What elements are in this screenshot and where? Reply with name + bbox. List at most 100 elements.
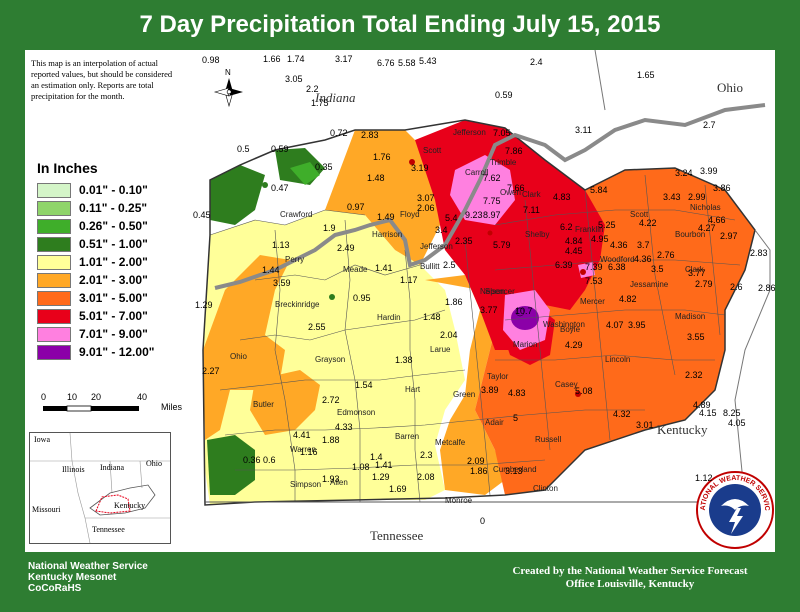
county-label: Bullitt	[420, 262, 440, 271]
footer-credit-cocorahs: CoCoRaHS	[28, 583, 82, 594]
footer-attribution-line-2: Office Louisville, Kentucky	[565, 578, 695, 590]
station-value: 1.93	[322, 474, 340, 484]
station-value: 2.5	[443, 260, 456, 270]
station-value: 5.58	[398, 58, 416, 68]
station-value: 3.5	[651, 264, 664, 274]
county-label: Warren	[290, 445, 316, 454]
station-value: 1.41	[375, 460, 393, 470]
station-value: 2.09	[467, 456, 485, 466]
county-label: Trimble	[490, 158, 517, 167]
station-value: 4.82	[619, 294, 637, 304]
station-value: 2.32	[685, 370, 703, 380]
station-value: 2.83	[750, 248, 768, 258]
station-value: 6.38	[608, 262, 626, 272]
legend-item: 0.51" - 1.00"	[37, 236, 217, 252]
station-value: 10.7	[515, 306, 533, 316]
inset-locator-map: Iowa Illinois Indiana Ohio Missouri Kent…	[29, 432, 171, 544]
station-value: 0.98	[202, 55, 220, 65]
north-arrow-icon	[213, 78, 243, 108]
station-value: 3.24	[675, 168, 693, 178]
county-label: Harrison	[372, 230, 403, 239]
station-value: 2.4	[530, 57, 543, 67]
nws-logo: NATIONAL WEATHER SERVICE	[695, 470, 775, 550]
station-value: 1.49	[377, 212, 395, 222]
legend: In Inches 0.01" - 0.10" 0.11" - 0.25" 0.26…	[37, 160, 217, 362]
county-label: Edmonson	[337, 408, 376, 417]
county-label: Nicholas	[690, 203, 721, 212]
county-label: Mercer	[580, 297, 605, 306]
footer-attribution-line-1: Created by the National Weather Service …	[512, 565, 748, 577]
scale-tick-0: 0	[41, 392, 47, 402]
station-value: 3.77	[480, 305, 498, 315]
region-0-25-0-5-inch	[290, 162, 320, 185]
station-value: 1.69	[389, 484, 407, 494]
county-label: Jefferson	[420, 242, 453, 251]
station-value: 2.04	[440, 330, 458, 340]
county-label: Nelson	[480, 287, 505, 296]
station-value: 4.66	[708, 215, 726, 225]
station-value: 1.76	[373, 152, 391, 162]
station-value: 2.79	[695, 279, 713, 289]
station-value: 1.88	[322, 435, 340, 445]
station-value: 7.39	[585, 262, 603, 272]
station-marker	[515, 307, 525, 317]
station-value: 6.76	[377, 58, 395, 68]
legend-label: 0.11" - 0.25"	[79, 201, 148, 215]
county-label: Jessamine	[630, 280, 669, 289]
station-value: 9.23	[465, 210, 483, 220]
inset-label-illinois: Illinois	[62, 465, 85, 474]
county-label: Butler	[253, 400, 274, 409]
station-value: 5	[513, 413, 519, 423]
county-label: Adair	[485, 418, 504, 427]
state-label-tennessee: Tennessee	[370, 528, 424, 543]
station-value: 4.27	[698, 223, 716, 233]
station-value: 1.41	[375, 263, 393, 273]
station-value: 7.11	[523, 205, 540, 215]
station-value: 4.07	[606, 320, 624, 330]
footer-credit-nws: National Weather Service	[28, 561, 148, 572]
north-label: N	[225, 68, 231, 77]
station-marker	[329, 294, 335, 300]
station-value: 5.4	[445, 213, 458, 223]
station-value: 4.84	[565, 236, 583, 246]
station-value: 0	[480, 516, 486, 526]
station-value: 3.05	[285, 74, 303, 84]
legend-item: 2.01" - 3.00"	[37, 272, 217, 288]
region-0-5-1-inch-nw	[210, 165, 265, 225]
county-label: Washington	[543, 320, 585, 329]
station-marker	[487, 230, 493, 236]
precipitation-map: This map is an interpolation of actual r…	[25, 50, 775, 552]
station-value: 6.39	[555, 260, 573, 270]
station-value: 4.33	[335, 422, 353, 432]
station-value: 1.16	[300, 447, 318, 457]
station-value: 3.19	[411, 163, 429, 173]
station-value: 7.05	[493, 128, 511, 138]
station-value: 1.17	[400, 275, 418, 285]
region-0-5-1-inch-sw	[207, 435, 255, 495]
station-value: 2.86	[758, 283, 775, 293]
station-marker	[307, 167, 313, 173]
station-marker	[580, 269, 586, 275]
legend-title: In Inches	[37, 160, 98, 176]
county-label: Taylor	[487, 372, 509, 381]
station-value: 4.32	[613, 409, 631, 419]
legend-label: 5.01" - 7.00"	[79, 309, 148, 323]
county-label: Perry	[285, 255, 305, 264]
station-value: 1.12	[695, 473, 713, 483]
station-value: 3.59	[273, 278, 291, 288]
station-value: 2.2	[306, 84, 319, 94]
legend-item: 7.01" - 9.00"	[37, 326, 217, 342]
station-value: 3.11	[575, 125, 592, 135]
station-value: 3.13	[505, 466, 523, 476]
county-label: Franklin	[575, 225, 604, 234]
legend-label: 7.01" - 9.00"	[79, 327, 148, 341]
station-value: 7.66	[507, 183, 525, 193]
legend-item: 3.01" - 5.00"	[37, 290, 217, 306]
station-value: 1.29	[195, 300, 213, 310]
station-value: 3.01	[636, 420, 654, 430]
station-value: 1.4	[370, 452, 383, 462]
station-value: 3.95	[628, 320, 646, 330]
legend-swatch	[37, 182, 71, 198]
county-label: Lincoln	[605, 355, 631, 364]
station-value: 1.86	[470, 466, 488, 476]
